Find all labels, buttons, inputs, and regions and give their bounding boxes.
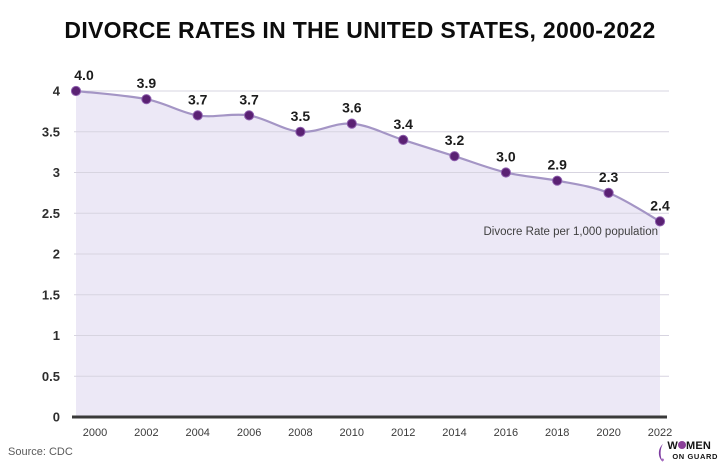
women-on-guard-logo: WOMEN ON GUARD xyxy=(655,440,718,463)
y-tick-label-4: 4 xyxy=(53,84,61,99)
data-point-label-2012: 3.4 xyxy=(393,116,413,132)
data-point-2008 xyxy=(295,126,306,137)
data-point-2014 xyxy=(449,151,460,162)
data-point-2002 xyxy=(141,94,152,105)
data-point-2010 xyxy=(346,118,357,129)
data-point-label-2016: 3.0 xyxy=(496,149,516,165)
data-point-label-2008: 3.5 xyxy=(291,108,311,124)
y-tick-label-0.5: 0.5 xyxy=(42,369,60,384)
x-tick-label-2000: 2000 xyxy=(83,427,107,439)
source-credit: Source: CDC xyxy=(8,446,73,458)
x-tick-label-2018: 2018 xyxy=(545,427,569,439)
x-tick-label-2020: 2020 xyxy=(596,427,620,439)
y-tick-label-0: 0 xyxy=(53,410,60,425)
data-point-label-2020: 2.3 xyxy=(599,169,619,185)
data-point-2020 xyxy=(603,187,614,198)
data-point-2012 xyxy=(398,134,409,145)
x-tick-label-2010: 2010 xyxy=(340,427,364,439)
data-point-label-2002: 3.9 xyxy=(137,75,157,91)
y-tick-label-1.5: 1.5 xyxy=(42,287,60,302)
y-tick-label-3.5: 3.5 xyxy=(42,124,60,139)
data-point-label-2000: 4.0 xyxy=(74,67,94,83)
x-tick-label-2016: 2016 xyxy=(494,427,518,439)
x-tick-label-2008: 2008 xyxy=(288,427,312,439)
data-point-2006 xyxy=(244,110,255,121)
x-tick-label-2002: 2002 xyxy=(134,427,158,439)
y-tick-label-1: 1 xyxy=(53,328,60,343)
x-tick-label-2022: 2022 xyxy=(648,427,672,439)
data-point-2000 xyxy=(70,85,82,97)
chart-title: DIVORCE RATES IN THE UNITED STATES, 2000… xyxy=(64,17,656,43)
data-point-label-2014: 3.2 xyxy=(445,132,465,148)
data-point-2016 xyxy=(500,167,511,178)
logo-line1-w: W xyxy=(667,440,678,452)
data-point-label-2022: 2.4 xyxy=(650,197,670,213)
logo-line2: ON GUARD xyxy=(672,451,718,461)
series-annotation: Divocre Rate per 1,000 population xyxy=(483,226,658,238)
logo-text: WOMEN ON GUARD xyxy=(667,440,718,461)
data-point-2018 xyxy=(552,175,563,186)
logo-line1-men: MEN xyxy=(685,440,711,452)
x-tick-label-2014: 2014 xyxy=(442,427,466,439)
data-point-2022 xyxy=(654,216,666,227)
y-tick-label-3: 3 xyxy=(53,165,60,180)
data-point-label-2004: 3.7 xyxy=(188,91,208,107)
x-tick-label-2006: 2006 xyxy=(237,427,261,439)
data-point-label-2018: 2.9 xyxy=(547,157,567,173)
data-point-label-2006: 3.7 xyxy=(239,91,259,107)
x-tick-label-2004: 2004 xyxy=(185,427,209,439)
x-tick-label-2012: 2012 xyxy=(391,427,415,439)
logo-line1: WOMEN xyxy=(667,440,718,453)
logo-swoosh-icon xyxy=(659,444,665,462)
y-tick-label-2.5: 2.5 xyxy=(42,206,60,221)
logo-o-mark: O xyxy=(677,441,686,449)
data-point-label-2010: 3.6 xyxy=(342,100,362,116)
data-point-2004 xyxy=(192,110,203,121)
y-tick-label-2: 2 xyxy=(53,247,60,262)
